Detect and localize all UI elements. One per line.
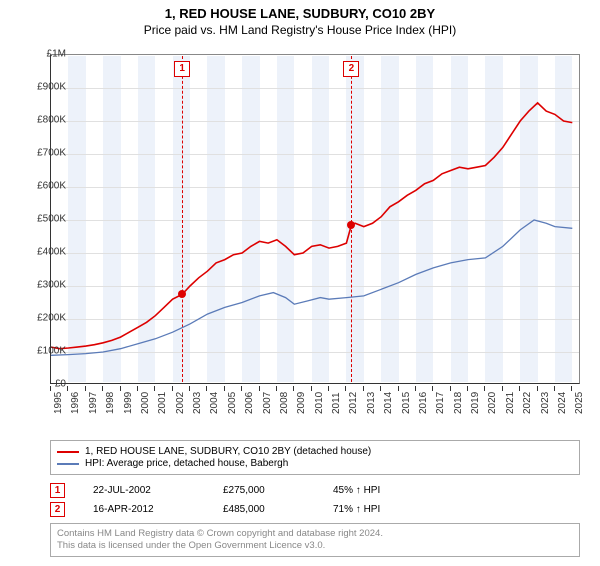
x-axis-label: 1995 xyxy=(53,392,64,414)
x-axis-label: 2009 xyxy=(296,392,307,414)
x-axis-label: 2014 xyxy=(383,392,394,414)
sale-index-box: 2 xyxy=(50,502,65,517)
x-axis-label: 2015 xyxy=(401,392,412,414)
x-axis-label: 2018 xyxy=(453,392,464,414)
x-axis-label: 2017 xyxy=(435,392,446,414)
sale-date: 22-JUL-2002 xyxy=(93,485,223,496)
x-axis-label: 1996 xyxy=(70,392,81,414)
sale-marker-dot xyxy=(347,221,355,229)
x-axis-label: 2023 xyxy=(540,392,551,414)
sale-record-row: 2 16-APR-2012£485,00071% ↑ HPI xyxy=(50,502,580,517)
legend-row: 1, RED HOUSE LANE, SUDBURY, CO10 2BY (de… xyxy=(57,446,573,457)
x-axis-label: 1998 xyxy=(105,392,116,414)
sale-date: 16-APR-2012 xyxy=(93,504,223,515)
x-axis-label: 2020 xyxy=(487,392,498,414)
sale-record-row: 1 22-JUL-2002£275,00045% ↑ HPI xyxy=(50,483,580,498)
x-axis-label: 2012 xyxy=(348,392,359,414)
x-axis-label: 2005 xyxy=(227,392,238,414)
x-axis-label: 2013 xyxy=(366,392,377,414)
x-axis-label: 2006 xyxy=(244,392,255,414)
y-axis-label: £400K xyxy=(20,247,66,258)
legend-swatch-property xyxy=(57,451,79,453)
x-axis-label: 2002 xyxy=(175,392,186,414)
legend-row: HPI: Average price, detached house, Babe… xyxy=(57,458,573,469)
legend-label: HPI: Average price, detached house, Babe… xyxy=(85,458,288,469)
x-axis-label: 2016 xyxy=(418,392,429,414)
legend-swatch-hpi xyxy=(57,463,79,465)
x-axis-label: 2011 xyxy=(331,392,342,414)
y-axis-label: £1M xyxy=(20,49,66,60)
chart-title: 1, RED HOUSE LANE, SUDBURY, CO10 2BY xyxy=(0,6,600,21)
x-axis-label: 2008 xyxy=(279,392,290,414)
legend: 1, RED HOUSE LANE, SUDBURY, CO10 2BY (de… xyxy=(50,440,580,475)
y-axis-label: £100K xyxy=(20,346,66,357)
sale-index-box: 1 xyxy=(50,483,65,498)
x-axis-label: 2021 xyxy=(505,392,516,414)
legend-label: 1, RED HOUSE LANE, SUDBURY, CO10 2BY (de… xyxy=(85,446,371,457)
sale-price: £485,000 xyxy=(223,504,333,515)
x-axis-label: 2007 xyxy=(262,392,273,414)
series-hpi xyxy=(51,220,572,355)
sale-hpi-delta: 45% ↑ HPI xyxy=(333,485,423,496)
footer-line2: This data is licensed under the Open Gov… xyxy=(57,540,325,551)
x-axis-label: 2025 xyxy=(574,392,585,414)
x-axis-label: 2022 xyxy=(522,392,533,414)
sale-marker-dot xyxy=(178,290,186,298)
y-axis-label: £500K xyxy=(20,214,66,225)
sale-price: £275,000 xyxy=(223,485,333,496)
y-axis-label: £900K xyxy=(20,82,66,93)
x-axis-label: 2001 xyxy=(157,392,168,414)
chart-plot-area: 12 xyxy=(50,54,580,384)
x-axis-label: 2003 xyxy=(192,392,203,414)
series-property xyxy=(51,103,572,349)
y-axis-label: £800K xyxy=(20,115,66,126)
sale-marker-box: 2 xyxy=(343,61,359,77)
x-axis-label: 2019 xyxy=(470,392,481,414)
x-axis-label: 2024 xyxy=(557,392,568,414)
footer-line1: Contains HM Land Registry data © Crown c… xyxy=(57,528,383,539)
chart-subtitle: Price paid vs. HM Land Registry's House … xyxy=(0,23,600,37)
y-axis-label: £300K xyxy=(20,280,66,291)
y-axis-label: £600K xyxy=(20,181,66,192)
y-axis-label: £700K xyxy=(20,148,66,159)
x-axis-label: 2004 xyxy=(209,392,220,414)
attribution-footer: Contains HM Land Registry data © Crown c… xyxy=(50,523,580,557)
sale-marker-box: 1 xyxy=(174,61,190,77)
x-axis-labels: 1995 1996 1997 1998 1999 2000 2001 2002 2003 2004… xyxy=(50,386,580,436)
x-axis-label: 2010 xyxy=(314,392,325,414)
x-axis-label: 2000 xyxy=(140,392,151,414)
x-axis-label: 1997 xyxy=(88,392,99,414)
sale-hpi-delta: 71% ↑ HPI xyxy=(333,504,423,515)
x-axis-label: 1999 xyxy=(123,392,134,414)
y-axis-label: £0 xyxy=(20,379,66,390)
y-axis-label: £200K xyxy=(20,313,66,324)
